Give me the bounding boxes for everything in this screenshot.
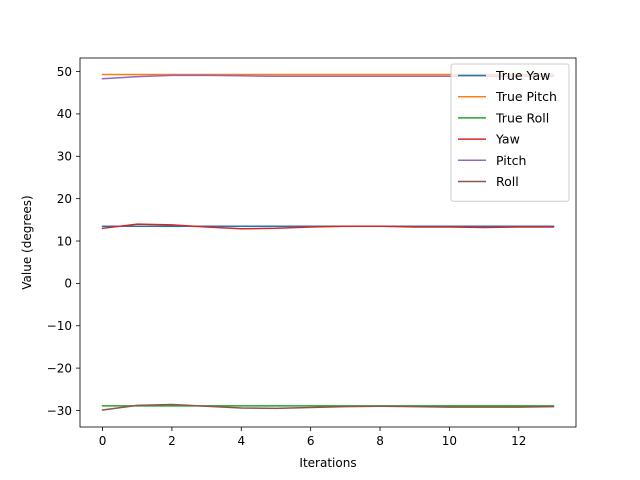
legend-label: True Roll <box>495 110 549 125</box>
x-tick-label: 0 <box>99 434 107 448</box>
legend-label: Roll <box>496 174 519 189</box>
y-axis-title: Value (degrees) <box>20 195 34 289</box>
y-tick-label: 0 <box>64 277 72 291</box>
series-line-yaw <box>101 223 555 230</box>
series-line-roll <box>101 403 555 411</box>
y-tick-label: −30 <box>47 404 72 418</box>
y-tick-label: −20 <box>47 361 72 375</box>
x-tick-label: 8 <box>376 434 384 448</box>
y-axis: −30 −20 −10 0 10 20 30 40 50 <box>47 65 80 418</box>
y-tick-label: −10 <box>47 319 72 333</box>
legend: True Yaw True Pitch True Roll Yaw Pitch Roll <box>450 63 570 202</box>
y-tick-label: 30 <box>57 150 72 164</box>
y-tick-label: 20 <box>57 192 72 206</box>
y-tick-label: 40 <box>57 107 72 121</box>
y-tick-label: 10 <box>57 234 72 248</box>
x-axis-title: Iterations <box>299 456 356 470</box>
x-tick-label: 2 <box>168 434 176 448</box>
legend-label: Yaw <box>495 132 520 147</box>
x-axis: 0 2 4 6 8 10 12 <box>99 427 526 448</box>
plot-area <box>101 73 555 411</box>
x-tick-label: 12 <box>511 434 526 448</box>
legend-label: True Pitch <box>495 89 557 104</box>
legend-label: Pitch <box>496 153 526 168</box>
x-tick-label: 6 <box>307 434 315 448</box>
legend-box <box>450 63 570 202</box>
axes-frame <box>79 57 577 428</box>
x-tick-label: 4 <box>237 434 245 448</box>
y-tick-label: 50 <box>57 65 72 79</box>
x-tick-label: 10 <box>442 434 457 448</box>
legend-label: True Yaw <box>495 68 550 83</box>
